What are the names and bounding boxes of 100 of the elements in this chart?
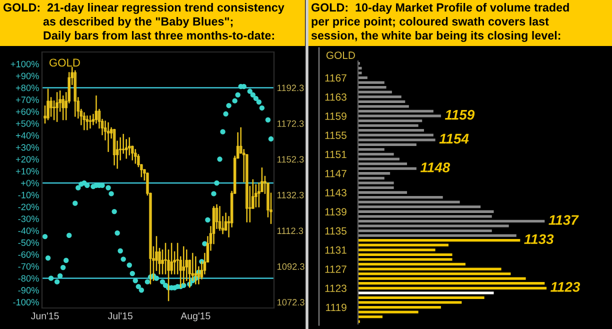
bar	[358, 229, 492, 232]
y-tick-label: +0%	[21, 180, 39, 186]
y-tick-label: +100%	[10, 60, 39, 68]
y-axis-title: GOLD	[326, 52, 355, 59]
bar	[358, 200, 460, 204]
bar	[358, 129, 424, 132]
y-tick-label: -20%	[18, 204, 39, 210]
y-tick-label: 1143	[325, 189, 346, 196]
y-tick-label: -100%	[13, 298, 39, 306]
y2-tick-label: 1132.3	[277, 192, 304, 198]
bar	[358, 158, 400, 160]
annotation: 1148	[420, 162, 450, 172]
x-tick-label: Jul'15	[108, 312, 132, 320]
y2-tick-label: 1172.3	[277, 120, 304, 127]
bar	[358, 316, 383, 318]
bar	[358, 244, 449, 246]
bar	[358, 224, 509, 228]
y-tick-label: +50%	[16, 120, 39, 127]
bar	[358, 138, 436, 142]
y2-tick-label: 1112.3	[277, 228, 304, 234]
bar	[358, 301, 462, 304]
bar	[358, 86, 386, 89]
y2-tick-label: 1092.3	[277, 263, 304, 270]
y-tick-label: 1147	[325, 170, 346, 178]
x-tick-label: Aug'15	[180, 312, 210, 322]
annotation: 1133	[524, 234, 554, 244]
bar	[358, 76, 368, 80]
y-tick-label: +20%	[16, 156, 39, 163]
y-tick-label: 1127	[325, 266, 346, 273]
x-tick-label: Jun'15	[30, 312, 59, 320]
bar	[358, 206, 481, 208]
bar	[358, 268, 502, 270]
bar	[358, 210, 494, 213]
y-tick-label: 1139	[325, 208, 346, 216]
y-tick-label: +30%	[16, 144, 39, 151]
bar	[358, 152, 394, 156]
bar	[358, 81, 384, 84]
y2-tick-label: 1192.3	[277, 84, 304, 92]
annotation: 1137	[548, 215, 579, 225]
y-tick-label: +40%	[16, 132, 39, 139]
y-tick-label: 1131	[325, 246, 346, 254]
bar	[358, 239, 520, 242]
y-tick-label: 1155	[325, 132, 346, 139]
bar	[358, 234, 516, 237]
bar	[358, 119, 422, 122]
y-tick-label: +70%	[16, 96, 39, 104]
chart-title: GOLD: 10-day Market Profile of volume traded per price point; coloured swath covers last session, the white bar being its closing level:	[311, 3, 569, 42]
annotation: 1159	[444, 110, 475, 120]
bar	[358, 253, 452, 256]
y-tick-label: -60%	[18, 251, 39, 258]
bar	[358, 96, 402, 98]
y-tick-label: -40%	[18, 228, 39, 234]
bar	[358, 148, 384, 151]
bar	[358, 176, 384, 180]
y-tick-label: -10%	[18, 192, 39, 198]
bar	[358, 277, 526, 280]
bar	[358, 191, 408, 194]
y-tick-label: -90%	[18, 287, 39, 294]
bar	[358, 100, 406, 103]
y-tick-label: 1163	[325, 93, 346, 101]
y2-tick-label: 1072.3	[277, 299, 304, 306]
bar	[358, 286, 547, 290]
y-tick-label: 1167	[325, 74, 346, 82]
y-tick-label: -50%	[18, 239, 39, 246]
bar	[358, 114, 441, 118]
bar	[358, 105, 409, 108]
bar	[358, 90, 392, 94]
bar	[358, 182, 394, 184]
bar	[358, 292, 494, 294]
bar	[358, 143, 416, 146]
y-tick-label: +90%	[16, 72, 39, 80]
bar	[358, 172, 390, 175]
bar	[358, 134, 434, 136]
bar	[358, 306, 441, 309]
y-tick-label: -80%	[18, 275, 39, 282]
annotation: 1123	[550, 282, 580, 292]
bar	[358, 186, 394, 190]
y-tick-label: +10%	[16, 168, 39, 174]
bar	[358, 272, 511, 276]
bar	[358, 162, 408, 166]
y2-tick-label: 1152.3	[277, 156, 304, 163]
bar	[358, 110, 434, 113]
bar	[358, 248, 436, 252]
y-tick-label: 1159	[325, 112, 346, 120]
bar	[358, 262, 466, 266]
y-tick-label: -70%	[18, 263, 39, 270]
bar	[358, 196, 443, 199]
bar	[358, 310, 418, 314]
bar	[358, 282, 545, 285]
y-tick-label: +80%	[16, 84, 39, 92]
bar	[358, 72, 362, 74]
bar	[358, 258, 452, 261]
annotation: 1154	[439, 134, 469, 144]
y-tick-label: 1119	[326, 304, 346, 312]
bar	[358, 124, 418, 127]
y-tick-label: +60%	[16, 108, 39, 115]
chart-title: GOLD: 21-day linear regression trend consistency as described by the "Baby Blues"; Daily bars from last three months-to-date:	[3, 3, 284, 42]
series-label: GOLD	[50, 58, 80, 67]
bar	[358, 215, 492, 218]
bar	[358, 167, 416, 170]
